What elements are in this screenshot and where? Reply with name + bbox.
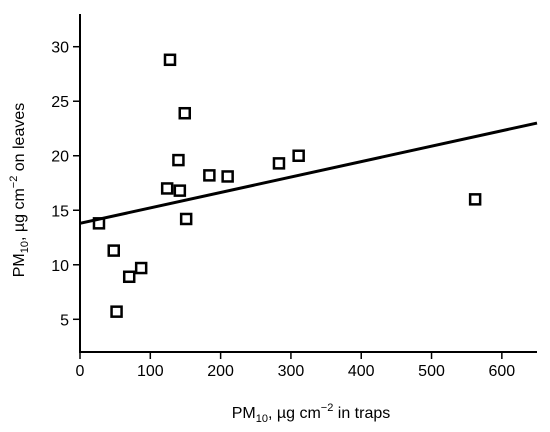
data-point [292,149,305,162]
trend-line [79,121,538,225]
data-point [468,193,482,206]
data-point [163,53,177,67]
y-label-sup: −2 [8,176,20,189]
data-point [203,169,216,182]
y-label-sub: 10 [19,241,31,253]
data-point [221,170,234,183]
y-label-tail: on leaves [11,103,28,176]
x-tick-label: 500 [418,363,445,380]
x-tick-label: 600 [488,363,515,380]
x-tick-label: 300 [278,363,305,380]
x-tick-label: 0 [76,363,85,380]
x-label-sub: 10 [256,413,268,425]
data-point [172,153,185,167]
y-tick-label: 5 [60,312,69,329]
y-tick-label: 10 [51,258,69,275]
x-label-base: PM [232,405,256,422]
data-point [107,244,120,257]
y-tick-label: 15 [51,203,69,220]
x-axis: 0 100 200 300 400 500 600 [76,351,537,380]
y-axis-label: PM10, µg cm−2 on leaves [8,103,31,278]
y-axis: 5 10 15 20 25 30 [51,14,81,353]
data-point [178,106,192,120]
x-label-sup: −2 [321,402,334,414]
data-point [160,182,174,195]
x-label-tail: in traps [333,405,390,422]
data-markers [92,53,482,318]
y-tick-label: 25 [51,94,69,111]
x-tick-label: 200 [207,363,234,380]
y-label-base: PM [11,253,28,277]
y-tick-label: 30 [51,40,69,57]
x-label-mid: , µg cm [268,405,321,422]
data-point [179,212,193,226]
y-tick-label: 20 [51,149,69,166]
x-tick-label: 100 [137,363,164,380]
data-point [110,305,123,318]
x-tick-label: 400 [348,363,375,380]
data-point [122,270,136,284]
y-label-mid: , µg cm [11,188,28,241]
data-point [272,157,286,170]
data-point [173,184,187,197]
data-point [134,261,148,275]
x-axis-label: PM10, µg cm−2 in traps [232,402,391,425]
